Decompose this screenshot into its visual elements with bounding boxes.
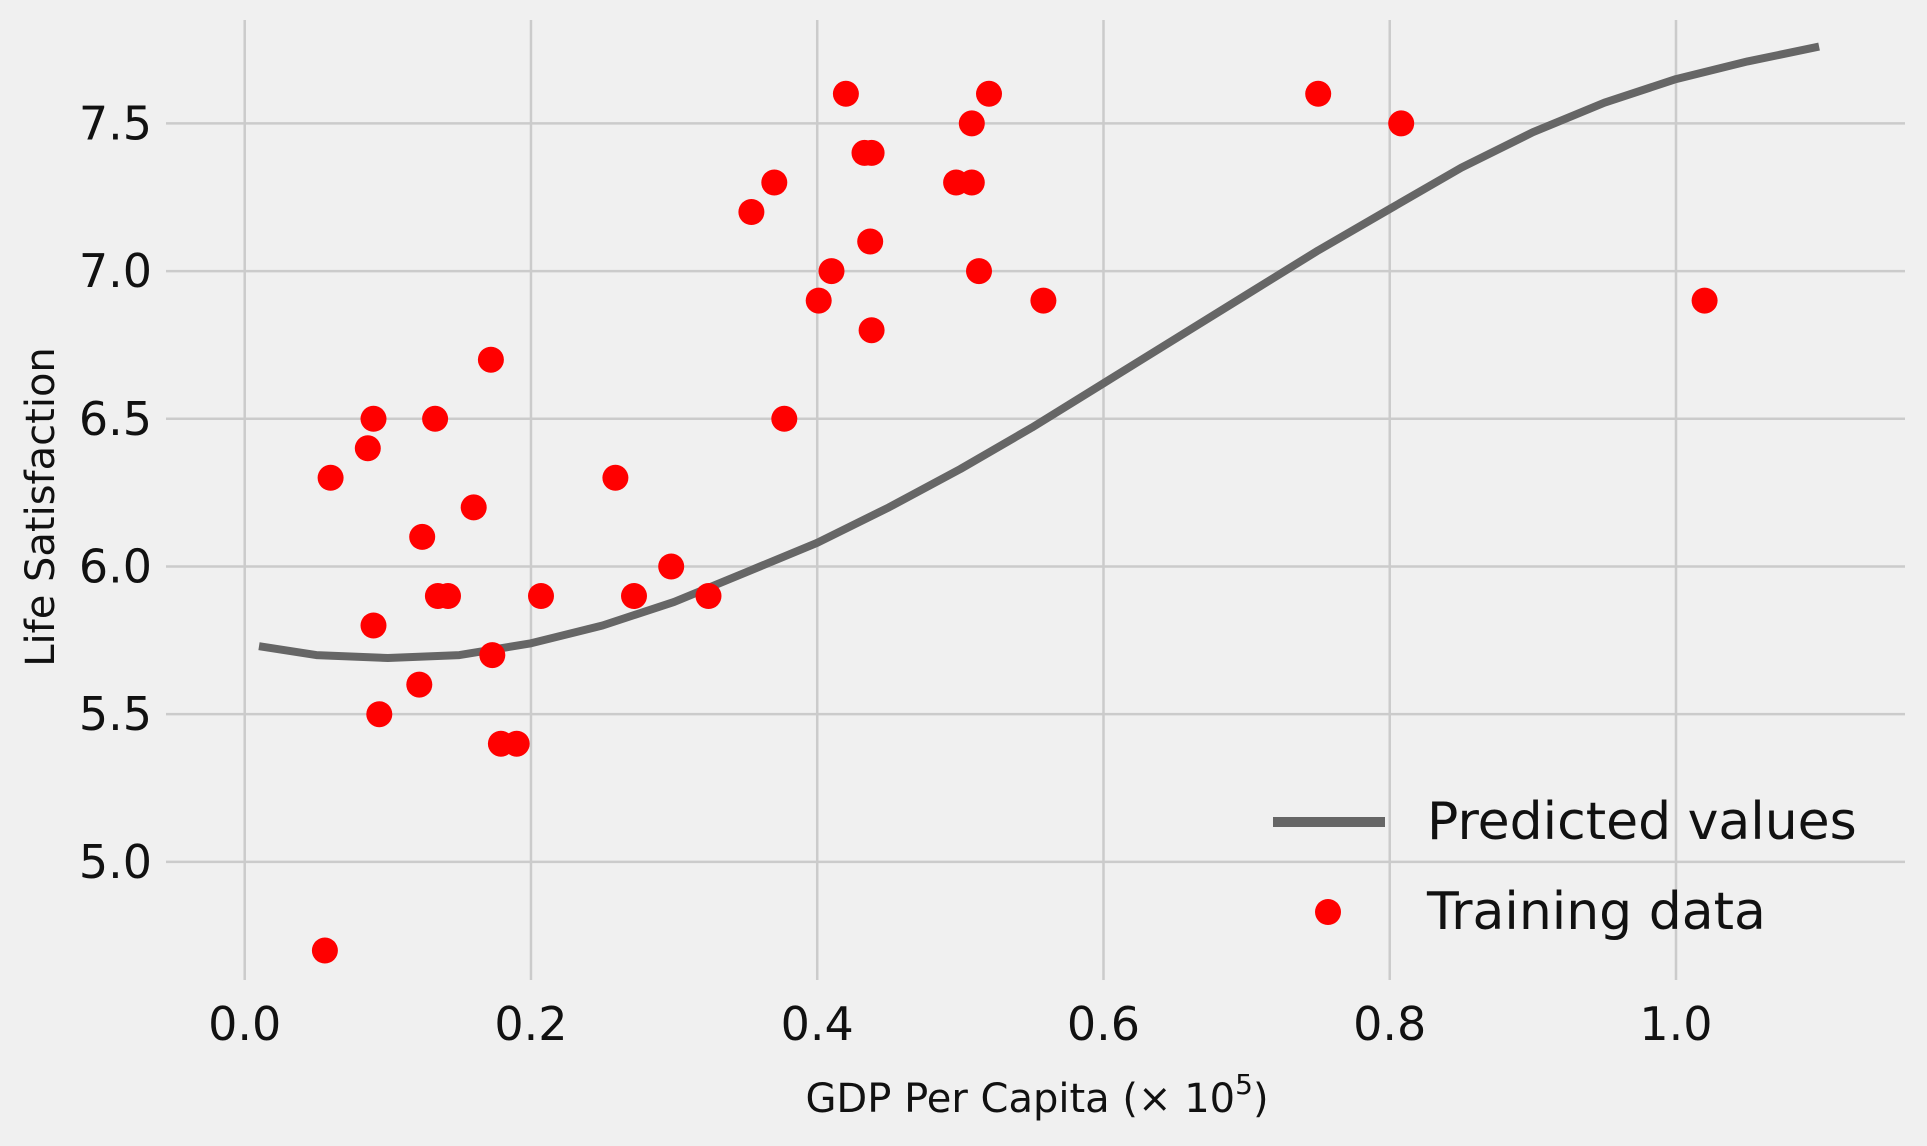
training-data-point (366, 701, 393, 728)
grid (166, 20, 1905, 980)
y-tick-label: 7.5 (79, 96, 152, 150)
legend-label-training: Training data (1426, 882, 1766, 942)
legend: Predicted values Training data (1273, 792, 1857, 942)
x-tick-label: 1.0 (1639, 997, 1712, 1051)
training-data-point (858, 139, 885, 166)
x-tick-label: 0.2 (494, 997, 567, 1051)
training-data-point (818, 258, 845, 285)
prediction-line-layer (258, 42, 1820, 662)
training-data-point (503, 730, 530, 757)
training-data-point (832, 80, 859, 107)
training-data-point (771, 405, 798, 432)
training-data-point (435, 583, 461, 609)
training-data-point (658, 553, 685, 580)
legend-label-predicted: Predicted values (1427, 792, 1857, 852)
training-data-point (409, 523, 436, 550)
y-tick-label: 5.0 (79, 835, 152, 889)
training-data-point (621, 583, 647, 609)
y-tick-label: 7.0 (79, 244, 152, 298)
training-data-point (602, 464, 629, 491)
x-axis-label-text: GDP Per Capita (× 10 (805, 1076, 1235, 1122)
training-data-point (1030, 287, 1057, 314)
x-axis-label-suffix: ) (1253, 1076, 1269, 1122)
training-data-point (479, 642, 506, 669)
x-tick-label: 0.4 (781, 997, 854, 1051)
predicted-values-line (258, 42, 1820, 662)
training-data-point (738, 199, 765, 225)
training-data-point (966, 258, 992, 285)
training-data-point (422, 405, 449, 432)
tick-labels: 0.0 0.2 0.4 0.6 0.8 1.0 5.0 5.5 6.0 6.5 7.0 7.5 (79, 96, 1713, 1051)
training-data-point (958, 110, 985, 137)
training-data-point (477, 346, 504, 373)
training-data-point (360, 612, 387, 639)
training-data-point (406, 671, 433, 698)
training-data-point (1691, 287, 1718, 314)
x-tick-label: 0.6 (1067, 997, 1140, 1051)
training-data-point (528, 583, 554, 609)
training-data-point (976, 80, 1002, 107)
training-data-point (311, 937, 338, 964)
y-axis-label: Life Satisfaction (18, 347, 64, 667)
training-points-layer (311, 80, 1718, 964)
training-data-point (354, 435, 381, 462)
training-data-point (1388, 110, 1415, 137)
training-data-point (958, 169, 985, 196)
training-data-point (1305, 80, 1332, 107)
y-tick-label: 6.0 (79, 539, 152, 593)
training-data-point (317, 464, 344, 491)
x-axis-label-exponent: 5 (1235, 1068, 1253, 1101)
legend-dot-marker (1315, 899, 1341, 925)
training-data-point (695, 583, 722, 609)
training-data-point (460, 494, 487, 521)
training-data-point (857, 228, 884, 255)
y-tick-label: 6.5 (79, 392, 152, 446)
y-tick-label: 5.5 (79, 687, 152, 741)
training-data-point (360, 405, 387, 432)
training-data-point (761, 169, 788, 196)
x-tick-label: 0.0 (208, 997, 281, 1051)
training-data-point (805, 287, 832, 314)
x-tick-label: 0.8 (1353, 997, 1426, 1051)
x-axis-label: GDP Per Capita (× 105) (805, 1068, 1268, 1122)
training-data-point (858, 317, 885, 344)
